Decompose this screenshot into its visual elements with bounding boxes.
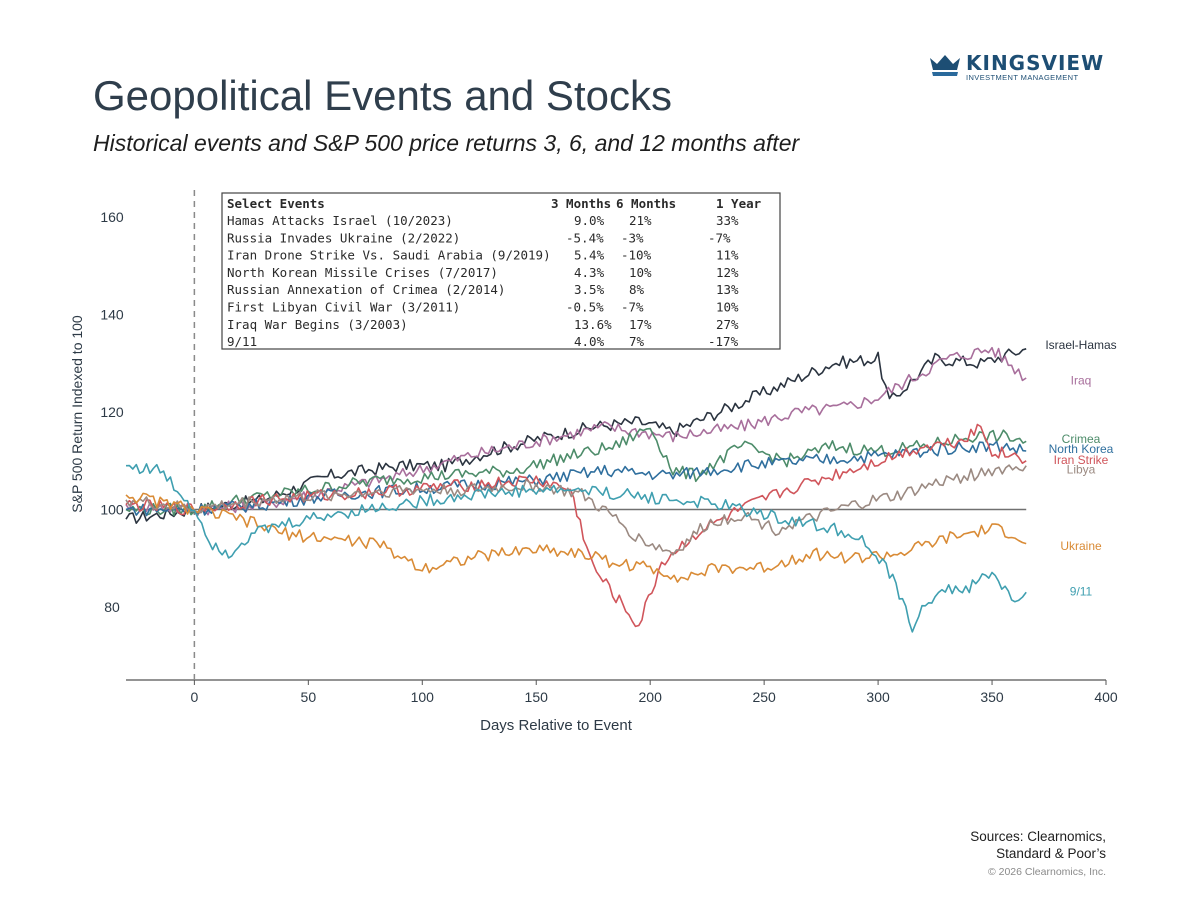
- series-line-9-11: [125, 463, 1027, 633]
- series-line-iran-strike: [125, 423, 1027, 628]
- table-row-1-event: Russia Invades Ukraine (2/2022): [227, 230, 460, 245]
- table-row-3-col-3: 12%: [716, 265, 739, 280]
- table-row-2-col-2: -10%: [621, 248, 652, 263]
- x-tick-label-250: 250: [752, 689, 776, 705]
- page-title: Geopolitical Events and Stocks: [93, 72, 672, 119]
- table-row-5-col-3: 10%: [716, 300, 739, 315]
- table-header-3: 1 Year: [716, 196, 762, 211]
- series-label-libya: Libya: [1067, 463, 1096, 477]
- series-label-north-korea: North Korea: [1049, 442, 1114, 456]
- sources-note: Sources: Clearnomics, Standard & Poor’s: [970, 828, 1106, 862]
- table-row-1-col-3: -7%: [708, 230, 731, 245]
- series-label-iraq: Iraq: [1071, 373, 1092, 387]
- y-tick-label-100: 100: [100, 502, 124, 518]
- x-tick-label-200: 200: [639, 689, 663, 705]
- x-tick-label-50: 50: [301, 689, 317, 705]
- table-header-1: 3 Months: [551, 196, 611, 211]
- y-tick-label-160: 160: [100, 209, 124, 225]
- table-row-7-event: 9/11: [227, 334, 257, 349]
- logo-wordmark: KINGSVIEW: [966, 51, 1105, 75]
- table-row-0-event: Hamas Attacks Israel (10/2023): [227, 213, 453, 228]
- table-row-6-event: Iraq War Begins (3/2003): [227, 317, 408, 332]
- table-row-6-col-3: 27%: [716, 317, 739, 332]
- table-row-0-col-2: 21%: [629, 213, 652, 228]
- series-label-crimea: Crimea: [1062, 432, 1101, 446]
- series-line-iraq: [125, 346, 1027, 516]
- table-row-5-col-2: -7%: [621, 300, 644, 315]
- table-row-4-col-1: 3.5%: [574, 282, 605, 297]
- logo-tagline: INVESTMENT MANAGEMENT: [966, 73, 1079, 82]
- table-row-5-col-1: -0.5%: [566, 300, 604, 315]
- table-row-3-col-2: 10%: [629, 265, 652, 280]
- table-header-0: Select Events: [227, 196, 325, 211]
- table-row-7-col-3: -17%: [708, 334, 739, 349]
- table-row-2-event: Iran Drone Strike Vs. Saudi Arabia (9/20…: [227, 248, 551, 263]
- table-row-2-col-3: 11%: [716, 248, 739, 263]
- kingsview-logo: KINGSVIEW INVESTMENT MANAGEMENT: [928, 52, 1103, 84]
- x-tick-label-400: 400: [1094, 689, 1118, 705]
- sources-line-1: Sources: Clearnomics,: [970, 829, 1106, 844]
- table-row-0-col-1: 9.0%: [574, 213, 605, 228]
- table-row-4-col-3: 13%: [716, 282, 739, 297]
- x-tick-label-300: 300: [866, 689, 890, 705]
- x-tick-label-150: 150: [525, 689, 549, 705]
- table-row-4-event: Russian Annexation of Crimea (2/2014): [227, 282, 505, 297]
- x-tick-label-350: 350: [980, 689, 1004, 705]
- table-row-7-col-1: 4.0%: [574, 334, 605, 349]
- table-header-2: 6 Months: [616, 196, 676, 211]
- x-tick-label-0: 0: [190, 689, 198, 705]
- crown-logo-icon: [930, 55, 960, 76]
- series-line-libya: [125, 464, 1027, 556]
- events-table-box: [221, 192, 781, 350]
- copyright-note: © 2026 Clearnomics, Inc.: [987, 866, 1106, 878]
- series-label-9-11: 9/11: [1070, 584, 1093, 598]
- table-row-0-col-3: 33%: [716, 213, 739, 228]
- series-line-ukraine: [125, 492, 1027, 583]
- table-row-3-event: North Korean Missile Crises (7/2017): [227, 265, 498, 280]
- table-row-5-event: First Libyan Civil War (3/2011): [227, 300, 460, 315]
- x-axis-title: Days Relative to Event: [480, 717, 633, 734]
- sources-line-2: Standard & Poor’s: [996, 846, 1106, 861]
- x-tick-label-100: 100: [411, 689, 435, 705]
- page-subtitle: Historical events and S&P 500 price retu…: [93, 130, 800, 156]
- y-axis-title: S&P 500 Return Indexed to 100: [69, 315, 85, 513]
- series-label-ukraine: Ukraine: [1060, 539, 1102, 553]
- y-tick-label-140: 140: [100, 307, 124, 323]
- table-row-1-col-2: -3%: [621, 230, 644, 245]
- y-tick-label-80: 80: [104, 599, 120, 615]
- table-row-6-col-1: 13.6%: [574, 317, 612, 332]
- y-tick-label-120: 120: [100, 404, 124, 420]
- table-row-7-col-2: 7%: [629, 334, 645, 349]
- table-row-3-col-1: 4.3%: [574, 265, 605, 280]
- table-row-4-col-2: 8%: [629, 282, 645, 297]
- series-label-iran-strike: Iran Strike: [1054, 453, 1109, 467]
- table-row-1-col-1: -5.4%: [566, 230, 604, 245]
- series-label-israel-hamas: Israel-Hamas: [1045, 338, 1116, 352]
- table-row-6-col-2: 17%: [629, 317, 652, 332]
- table-row-2-col-1: 5.4%: [574, 248, 605, 263]
